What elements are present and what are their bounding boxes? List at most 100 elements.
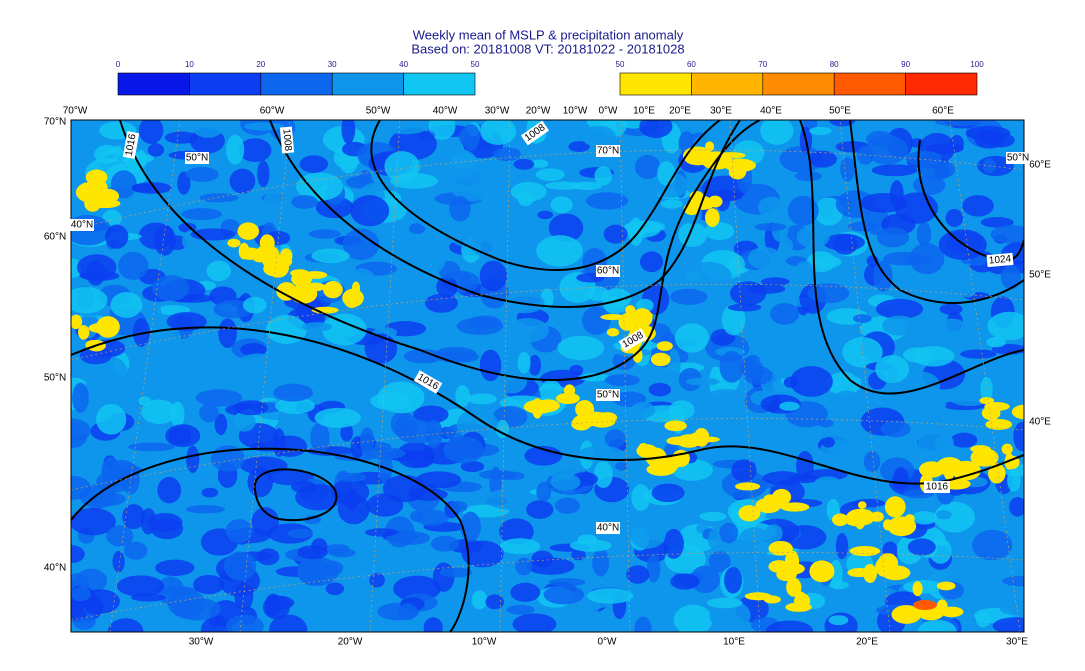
precip-patch bbox=[512, 613, 557, 632]
precip-patch bbox=[986, 336, 1007, 348]
contour-label-bg bbox=[520, 120, 550, 146]
precip-patch bbox=[71, 507, 116, 536]
colorbar-segment bbox=[762, 72, 835, 96]
contour-label-bg bbox=[618, 328, 648, 352]
precip-patch bbox=[162, 254, 209, 264]
precip-yellow bbox=[343, 291, 360, 308]
precip-patch bbox=[814, 476, 841, 490]
precip-yellow bbox=[735, 482, 761, 491]
precip-patch bbox=[122, 504, 146, 530]
precip-patch bbox=[639, 120, 673, 139]
axis-label: 60°N bbox=[44, 232, 66, 243]
precip-patch bbox=[860, 192, 908, 213]
grid-label: 50°N bbox=[1007, 153, 1029, 164]
precip-patch bbox=[324, 544, 350, 554]
precip-patch bbox=[513, 158, 535, 170]
precip-patch bbox=[251, 507, 279, 536]
precip-patch bbox=[291, 195, 319, 209]
precip-patch bbox=[411, 246, 446, 275]
precip-patch bbox=[614, 204, 653, 218]
precip-patch bbox=[934, 435, 951, 451]
precip-patch bbox=[804, 469, 848, 481]
precip-patch bbox=[830, 390, 863, 417]
precip-patch bbox=[415, 471, 462, 489]
axis-label: 20°E bbox=[856, 637, 878, 648]
precip-patch bbox=[882, 251, 925, 266]
precip-patch bbox=[631, 484, 651, 511]
precip-yellow bbox=[606, 328, 620, 337]
precip-patch bbox=[449, 195, 471, 222]
colorbar-label: 30 bbox=[328, 60, 337, 69]
precip-patch bbox=[852, 314, 872, 324]
precip-patch bbox=[670, 573, 700, 590]
precip-patch bbox=[875, 355, 910, 384]
precip-patch bbox=[130, 593, 166, 602]
precip-patch bbox=[787, 195, 819, 226]
precip-patch bbox=[663, 528, 684, 559]
precip-patch bbox=[287, 528, 313, 539]
precip-patch bbox=[340, 423, 354, 442]
precip-patch bbox=[485, 594, 505, 610]
precip-patch bbox=[223, 551, 257, 581]
precip-patch bbox=[936, 318, 967, 333]
precip-patch bbox=[225, 519, 253, 544]
precip-patch bbox=[873, 260, 893, 292]
precip-yellow bbox=[891, 605, 922, 624]
precip-yellow bbox=[883, 519, 893, 531]
precip-patch bbox=[124, 541, 148, 560]
precip-yellow bbox=[1011, 404, 1024, 420]
precip-patch bbox=[72, 382, 89, 413]
precip-patch bbox=[233, 400, 269, 416]
graticule bbox=[71, 149, 1024, 231]
precip-patch bbox=[295, 484, 343, 511]
precip-patch bbox=[634, 154, 661, 180]
precip-yellow bbox=[786, 577, 802, 597]
contour-label-bg bbox=[413, 370, 443, 394]
precip-yellow bbox=[705, 208, 720, 227]
precip-patch bbox=[499, 518, 534, 545]
precip-patch bbox=[758, 196, 785, 218]
precip-patch bbox=[809, 126, 832, 136]
precip-patch bbox=[545, 181, 583, 190]
precip-yellow bbox=[238, 242, 250, 260]
grid-label: 40°N bbox=[71, 220, 93, 231]
precip-patch bbox=[705, 389, 746, 407]
precip-patch bbox=[832, 234, 858, 255]
axis-label: 40°N bbox=[44, 563, 66, 574]
grid-label-bg bbox=[596, 145, 620, 157]
graticule bbox=[839, 120, 891, 632]
precip-patch bbox=[570, 512, 583, 522]
graticule bbox=[499, 120, 511, 632]
precip-patch bbox=[186, 445, 200, 474]
precip-patch bbox=[165, 424, 201, 448]
axis-label: 50°E bbox=[1029, 270, 1051, 281]
precip-patch bbox=[960, 349, 997, 359]
precip-yellow bbox=[95, 316, 120, 338]
precip-patch bbox=[322, 560, 344, 576]
precip-patch bbox=[79, 347, 112, 365]
precip-patch bbox=[990, 225, 1024, 244]
colorbar-label: 90 bbox=[901, 60, 910, 69]
precip-patch bbox=[999, 602, 1024, 616]
title: Weekly mean of MSLP & precipitation anom… bbox=[413, 27, 684, 42]
precip-patch bbox=[863, 451, 881, 473]
precip-yellow bbox=[323, 281, 343, 299]
precip-patch bbox=[214, 413, 228, 436]
precip-patch bbox=[724, 566, 743, 594]
precip-patch bbox=[425, 419, 443, 448]
precip-yellow bbox=[780, 502, 810, 512]
precip-patch bbox=[737, 527, 773, 558]
precip-patch bbox=[548, 578, 586, 587]
precip-patch bbox=[428, 120, 456, 140]
precip-patch bbox=[147, 143, 165, 157]
precip-patch bbox=[272, 435, 307, 458]
precip-patch bbox=[147, 512, 183, 532]
axis-label: 20°W bbox=[526, 106, 551, 117]
precip-patch bbox=[880, 420, 911, 438]
precip-patch bbox=[397, 603, 418, 620]
precip-patch bbox=[153, 358, 183, 368]
precip-yellow bbox=[291, 270, 313, 287]
precip-patch bbox=[550, 473, 581, 491]
precip-patch bbox=[905, 150, 943, 167]
precip-patch bbox=[384, 151, 420, 182]
